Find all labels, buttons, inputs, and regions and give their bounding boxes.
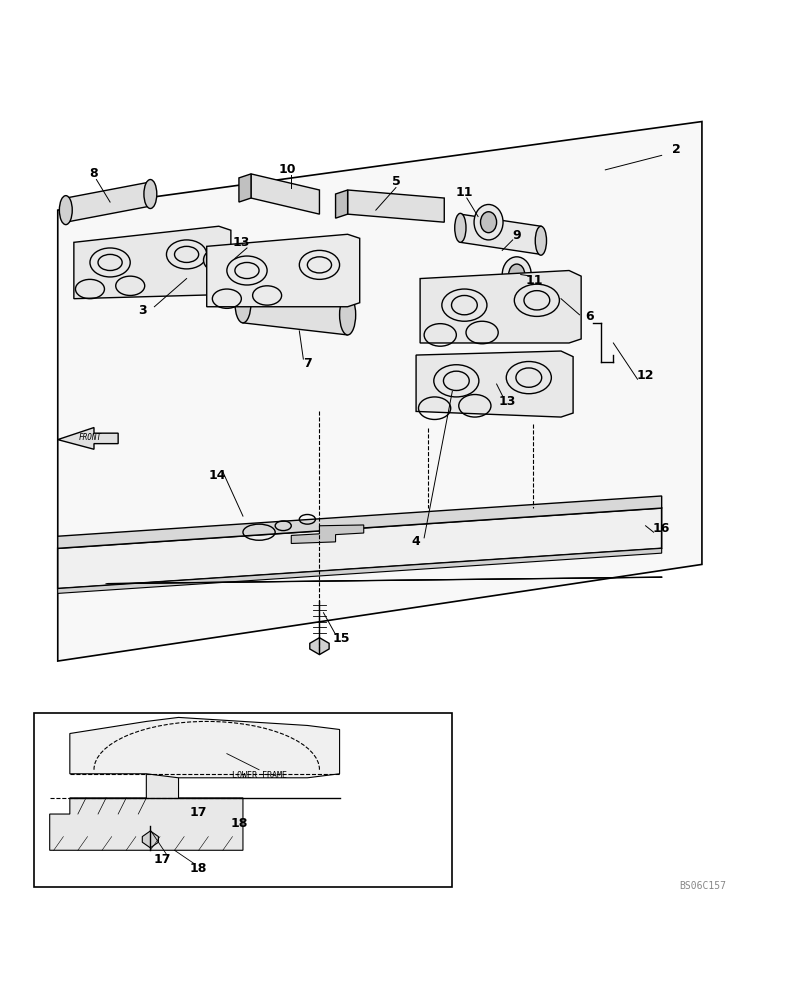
FancyBboxPatch shape bbox=[621, 523, 646, 543]
Ellipse shape bbox=[480, 366, 516, 392]
Text: 4: 4 bbox=[412, 535, 420, 548]
Polygon shape bbox=[207, 234, 360, 307]
Text: 17: 17 bbox=[190, 806, 208, 819]
Bar bbox=[34, 713, 452, 887]
Ellipse shape bbox=[59, 196, 72, 225]
Ellipse shape bbox=[204, 247, 239, 273]
Text: 8: 8 bbox=[90, 167, 99, 180]
Polygon shape bbox=[65, 182, 150, 222]
Text: 9: 9 bbox=[512, 229, 521, 242]
Polygon shape bbox=[416, 351, 573, 417]
Text: 18: 18 bbox=[190, 862, 208, 875]
Ellipse shape bbox=[481, 212, 497, 233]
Polygon shape bbox=[239, 174, 251, 202]
Text: 18: 18 bbox=[230, 817, 247, 830]
Polygon shape bbox=[251, 174, 319, 214]
Ellipse shape bbox=[339, 295, 356, 335]
Polygon shape bbox=[142, 831, 158, 848]
Ellipse shape bbox=[535, 226, 546, 255]
Polygon shape bbox=[57, 428, 118, 449]
Polygon shape bbox=[57, 548, 662, 593]
Polygon shape bbox=[420, 271, 581, 343]
Text: 2: 2 bbox=[671, 143, 680, 156]
Polygon shape bbox=[347, 190, 444, 222]
Text: 13: 13 bbox=[233, 236, 250, 249]
Text: FRONT: FRONT bbox=[78, 433, 102, 442]
Ellipse shape bbox=[144, 180, 157, 209]
Polygon shape bbox=[461, 214, 541, 254]
Ellipse shape bbox=[455, 213, 466, 242]
Text: 15: 15 bbox=[332, 632, 350, 645]
Polygon shape bbox=[291, 525, 364, 543]
Polygon shape bbox=[243, 283, 347, 335]
Text: 11: 11 bbox=[456, 186, 473, 199]
Text: 17: 17 bbox=[154, 853, 171, 866]
Ellipse shape bbox=[503, 257, 531, 292]
Polygon shape bbox=[50, 762, 243, 850]
Polygon shape bbox=[69, 717, 339, 778]
Text: 16: 16 bbox=[653, 522, 671, 535]
Text: BS06C157: BS06C157 bbox=[679, 881, 726, 891]
Polygon shape bbox=[335, 190, 347, 218]
Text: 10: 10 bbox=[279, 163, 296, 176]
Polygon shape bbox=[57, 122, 702, 661]
Text: 11: 11 bbox=[526, 274, 543, 287]
Text: LOWER FRAME: LOWER FRAME bbox=[232, 771, 287, 780]
Text: 6: 6 bbox=[585, 310, 594, 323]
Ellipse shape bbox=[509, 264, 524, 285]
Text: 12: 12 bbox=[637, 369, 654, 382]
Text: 14: 14 bbox=[208, 469, 226, 482]
Text: 5: 5 bbox=[392, 175, 400, 188]
Text: 3: 3 bbox=[138, 304, 146, 317]
Polygon shape bbox=[57, 508, 662, 589]
Ellipse shape bbox=[211, 253, 232, 267]
Ellipse shape bbox=[235, 283, 251, 323]
Polygon shape bbox=[309, 638, 329, 655]
Text: 13: 13 bbox=[499, 395, 516, 408]
Polygon shape bbox=[74, 226, 231, 299]
Polygon shape bbox=[57, 496, 662, 548]
Ellipse shape bbox=[474, 204, 503, 240]
Text: 7: 7 bbox=[303, 357, 312, 370]
Ellipse shape bbox=[487, 372, 508, 386]
